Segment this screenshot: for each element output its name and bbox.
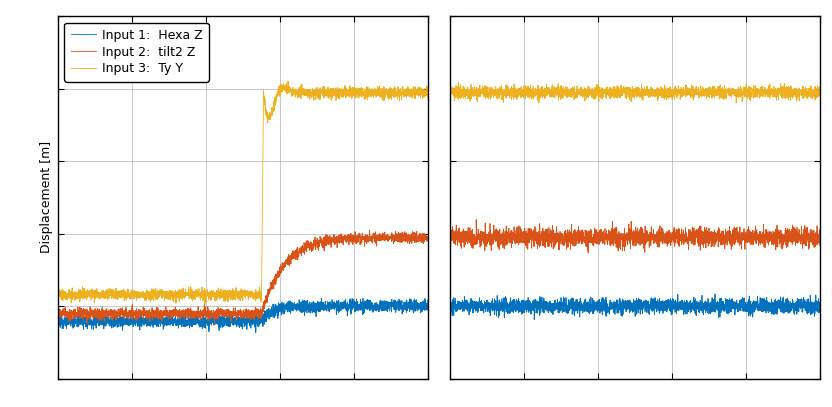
Input 2:  tilt2 Z: (842, 0.239): tilt2 Z: (842, 0.239)	[364, 228, 374, 233]
Input 3:  Ty Y: (173, 0.0683): Ty Y: (173, 0.0683)	[117, 293, 127, 298]
Input 2:  tilt2 Z: (173, 0.028): tilt2 Z: (173, 0.028)	[117, 308, 127, 313]
Legend: Input 1:  Hexa Z, Input 2:  tilt2 Z, Input 3:  Ty Y: Input 1: Hexa Z, Input 2: tilt2 Z, Input…	[65, 22, 209, 81]
Input 2:  tilt2 Z: (423, -0.00552): tilt2 Z: (423, -0.00552)	[210, 321, 220, 326]
Input 1:  Hexa Z: (535, -0.03): Hexa Z: (535, -0.03)	[250, 330, 260, 335]
Input 1:  Hexa Z: (0, -0.00164): Hexa Z: (0, -0.00164)	[53, 319, 63, 324]
Input 1:  Hexa Z: (173, -0.01): Hexa Z: (173, -0.01)	[117, 323, 127, 328]
Input 2:  tilt2 Z: (873, 0.226): tilt2 Z: (873, 0.226)	[376, 233, 386, 238]
Line: Input 2:  tilt2 Z: Input 2: tilt2 Z	[58, 230, 428, 324]
Input 3:  Ty Y: (622, 0.63): Ty Y: (622, 0.63)	[283, 79, 293, 83]
Input 3:  Ty Y: (383, 0.0702): Ty Y: (383, 0.0702)	[195, 292, 205, 297]
Input 3:  Ty Y: (397, 0.0456): Ty Y: (397, 0.0456)	[200, 302, 210, 306]
Input 1:  Hexa Z: (981, 0.0219): Hexa Z: (981, 0.0219)	[416, 311, 426, 315]
Input 3:  Ty Y: (1e+03, 0.594): Ty Y: (1e+03, 0.594)	[423, 92, 433, 97]
Input 2:  tilt2 Z: (0, 0.0236): tilt2 Z: (0, 0.0236)	[53, 310, 63, 315]
Input 2:  tilt2 Z: (427, 0.013): tilt2 Z: (427, 0.013)	[211, 314, 221, 319]
Input 3:  Ty Y: (981, 0.613): Ty Y: (981, 0.613)	[416, 85, 426, 90]
Input 1:  Hexa Z: (1e+03, 0.056): Hexa Z: (1e+03, 0.056)	[423, 298, 433, 302]
Input 3:  Ty Y: (114, 0.0765): Ty Y: (114, 0.0765)	[96, 290, 106, 295]
Input 2:  tilt2 Z: (981, 0.226): tilt2 Z: (981, 0.226)	[416, 232, 426, 237]
Input 3:  Ty Y: (873, 0.61): Ty Y: (873, 0.61)	[376, 86, 386, 91]
Input 2:  tilt2 Z: (114, 0.0132): tilt2 Z: (114, 0.0132)	[96, 314, 106, 319]
Input 1:  Hexa Z: (114, -0.00726): Hexa Z: (114, -0.00726)	[96, 322, 106, 326]
Input 1:  Hexa Z: (427, 0.00174): Hexa Z: (427, 0.00174)	[211, 318, 221, 323]
Line: Input 1:  Hexa Z: Input 1: Hexa Z	[58, 298, 428, 333]
Input 1:  Hexa Z: (713, 0.0611): Hexa Z: (713, 0.0611)	[317, 295, 327, 300]
Line: Input 3:  Ty Y: Input 3: Ty Y	[58, 81, 428, 304]
Input 3:  Ty Y: (0, 0.0773): Ty Y: (0, 0.0773)	[53, 289, 63, 294]
Input 2:  tilt2 Z: (383, 0.00968): tilt2 Z: (383, 0.00968)	[195, 315, 205, 320]
Input 3:  Ty Y: (427, 0.0687): Ty Y: (427, 0.0687)	[211, 293, 221, 298]
Input 1:  Hexa Z: (873, 0.0306): Hexa Z: (873, 0.0306)	[376, 307, 386, 312]
Input 1:  Hexa Z: (383, -0.00877): Hexa Z: (383, -0.00877)	[195, 322, 205, 327]
Y-axis label: Displacement [m]: Displacement [m]	[40, 141, 52, 254]
Input 2:  tilt2 Z: (1e+03, 0.221): tilt2 Z: (1e+03, 0.221)	[423, 235, 433, 240]
